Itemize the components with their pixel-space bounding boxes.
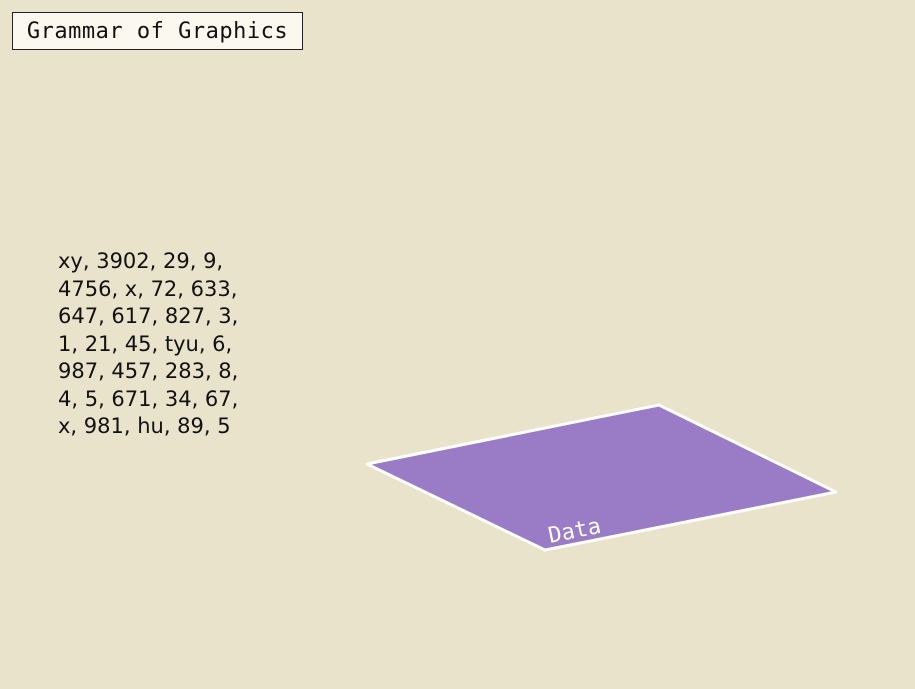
data-line: 647, 617, 827, 3,: [58, 304, 239, 328]
raw-data-text: xy, 3902, 29, 9, 4756, x, 72, 633, 647, …: [58, 248, 318, 441]
data-line: 1, 21, 45, tyu, 6,: [58, 331, 233, 356]
title: Grammar of Graphics: [26, 18, 289, 44]
data-line: 987, 457, 283, 8,: [58, 359, 239, 383]
data-line: xy, 3902, 29, 9,: [58, 249, 224, 273]
data-line: 4756, x, 72, 633,: [58, 276, 238, 301]
title-box: Grammar of Graphics: [12, 12, 303, 50]
data-line: 4, 5, 671, 34, 67,: [58, 386, 239, 411]
data-plane: [365, 403, 838, 552]
data-line: x, 981, hu, 89, 5: [58, 414, 231, 438]
